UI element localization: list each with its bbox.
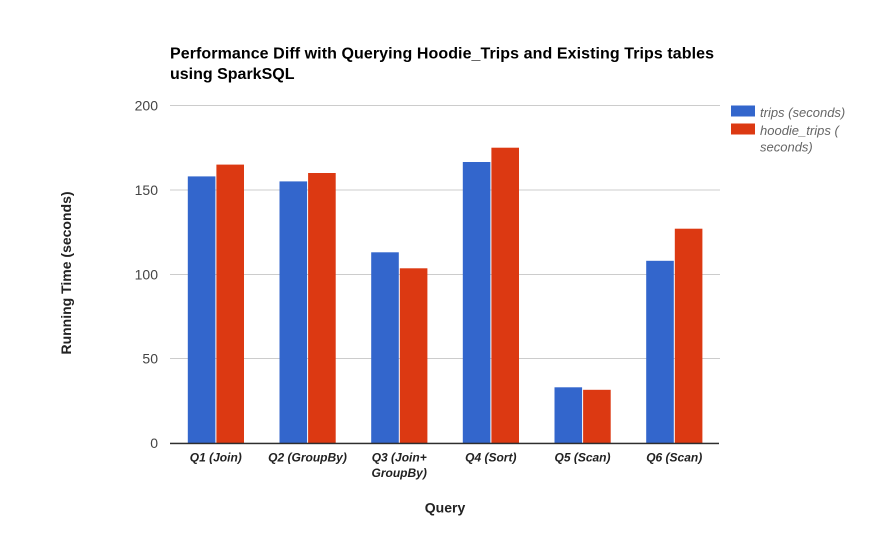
svg-text:Q2 (GroupBy): Q2 (GroupBy) <box>268 450 347 464</box>
svg-text:Q3 (Join+: Q3 (Join+ <box>372 450 427 464</box>
svg-text:Q5 (Scan): Q5 (Scan) <box>554 450 610 464</box>
svg-text:200: 200 <box>135 98 159 114</box>
svg-text:Performance Diff with Querying: Performance Diff with Querying Hoodie_Tr… <box>170 46 714 63</box>
svg-text:Q4 (Sort): Q4 (Sort) <box>465 450 516 464</box>
svg-text:0: 0 <box>150 435 158 451</box>
svg-text:Running Time (seconds): Running Time (seconds) <box>58 191 74 354</box>
svg-text:Q1 (Join): Q1 (Join) <box>190 450 242 464</box>
svg-text:hoodie_trips (: hoodie_trips ( <box>760 123 840 138</box>
svg-text:150: 150 <box>135 182 159 198</box>
svg-text:100: 100 <box>135 267 159 283</box>
svg-text:Query: Query <box>425 500 466 516</box>
svg-text:GroupBy): GroupBy) <box>372 466 427 480</box>
svg-text:Q6 (Scan): Q6 (Scan) <box>646 450 702 464</box>
svg-text:seconds): seconds) <box>760 140 813 155</box>
svg-text:50: 50 <box>142 351 158 367</box>
svg-text:using SparkSQL: using SparkSQL <box>170 66 295 83</box>
svg-text:trips (seconds): trips (seconds) <box>760 105 845 120</box>
